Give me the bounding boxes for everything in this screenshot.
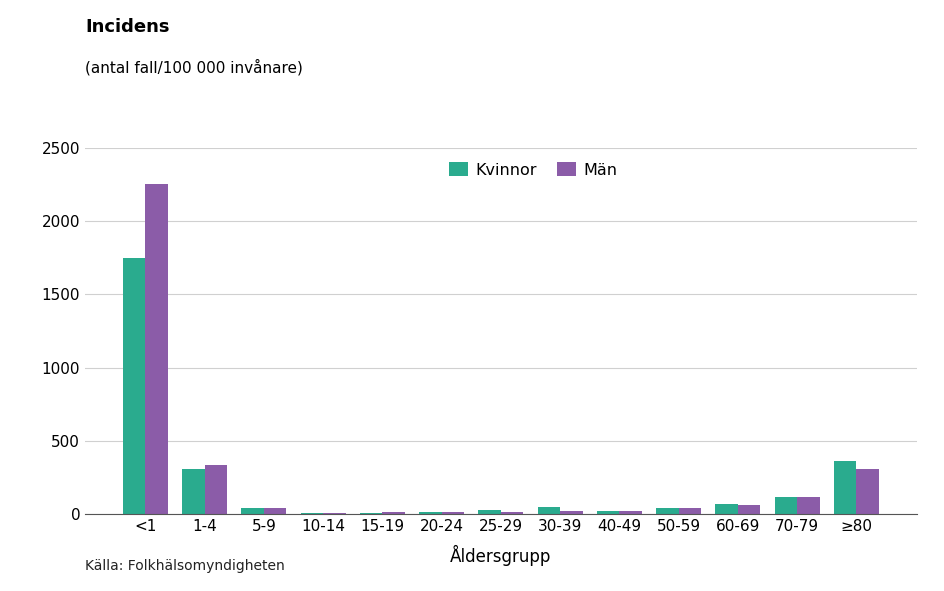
Bar	[597, 511, 618, 514]
Bar	[241, 508, 263, 514]
Bar	[655, 508, 678, 514]
Bar	[537, 507, 560, 514]
Bar	[205, 465, 227, 514]
Bar	[360, 513, 382, 514]
Bar	[441, 512, 464, 514]
Bar	[833, 462, 855, 514]
Bar	[182, 469, 205, 514]
Bar	[618, 511, 641, 514]
Text: (antal fall/100 000 invånare): (antal fall/100 000 invånare)	[85, 59, 303, 76]
Bar	[382, 512, 404, 514]
Bar	[263, 508, 286, 514]
Bar	[500, 512, 523, 514]
Bar	[715, 504, 737, 514]
X-axis label: Åldersgrupp: Åldersgrupp	[449, 545, 551, 566]
Bar	[737, 505, 760, 514]
Bar	[678, 508, 700, 514]
Bar	[300, 513, 323, 514]
Bar	[323, 513, 346, 514]
Bar	[855, 469, 878, 514]
Text: Källa: Folkhälsomyndigheten: Källa: Folkhälsomyndigheten	[85, 559, 284, 573]
Bar	[478, 510, 500, 514]
Bar	[145, 184, 168, 514]
Text: Incidens: Incidens	[85, 18, 169, 35]
Bar	[796, 496, 818, 514]
Bar	[418, 512, 441, 514]
Bar	[774, 497, 796, 514]
Legend: Kvinnor, Män: Kvinnor, Män	[442, 156, 623, 184]
Bar	[560, 511, 582, 514]
Bar	[123, 258, 145, 514]
